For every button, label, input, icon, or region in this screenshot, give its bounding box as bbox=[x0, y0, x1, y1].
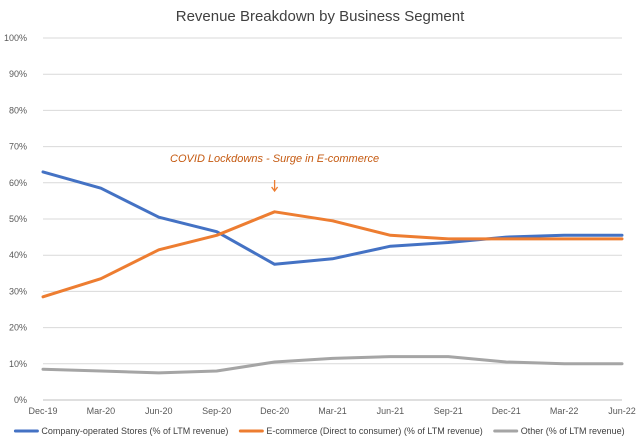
series-line-1 bbox=[41, 170, 624, 266]
y-tick-label: 60% bbox=[9, 178, 27, 188]
y-tick-label: 0% bbox=[14, 395, 27, 405]
chart-title: Revenue Breakdown by Business Segment bbox=[176, 8, 465, 25]
x-tick-label: Mar-21 bbox=[318, 406, 347, 416]
series-line-3 bbox=[41, 355, 624, 375]
y-tick-label: 40% bbox=[9, 250, 27, 260]
legend-label-3: Other (% of LTM revenue) bbox=[521, 426, 625, 436]
y-tick-label: 80% bbox=[9, 105, 27, 115]
gridlines bbox=[43, 37, 622, 401]
annotation-arrow-icon bbox=[271, 180, 279, 193]
x-tick-label: Jun-20 bbox=[145, 406, 173, 416]
x-tick-label: Mar-20 bbox=[87, 406, 116, 416]
y-tick-label: 70% bbox=[9, 142, 27, 152]
covid-annotation: COVID Lockdowns - Surge in E-commerce bbox=[170, 153, 379, 165]
annotation-group: COVID Lockdowns - Surge in E-commerce bbox=[170, 153, 379, 193]
x-tick-label: Dec-19 bbox=[28, 406, 57, 416]
x-tick-label: Dec-21 bbox=[492, 406, 521, 416]
x-tick-label: Jun-21 bbox=[377, 406, 405, 416]
x-tick-label: Sep-20 bbox=[202, 406, 231, 416]
y-tick-label: 50% bbox=[9, 214, 27, 224]
legend-label-1: Company-operated Stores (% of LTM revenu… bbox=[41, 426, 228, 436]
series-lines bbox=[41, 170, 624, 375]
x-tick-label: Jun-22 bbox=[608, 406, 636, 416]
x-tick-label: Mar-22 bbox=[550, 406, 579, 416]
series-line-2 bbox=[41, 210, 624, 299]
x-tick-label: Dec-20 bbox=[260, 406, 289, 416]
x-axis: Dec-19 Mar-20 Jun-20 Sep-20 Dec-20 Mar-21 Jun-… bbox=[28, 406, 635, 416]
y-tick-label: 90% bbox=[9, 69, 27, 79]
legend: Company-operated Stores (% of LTM revenu… bbox=[13, 426, 625, 436]
y-tick-label: 100% bbox=[4, 33, 27, 43]
x-tick-label: Sep-21 bbox=[434, 406, 463, 416]
y-tick-label: 20% bbox=[9, 323, 27, 333]
y-tick-label: 10% bbox=[9, 359, 27, 369]
y-tick-label: 30% bbox=[9, 286, 27, 296]
legend-label-2: E-commerce (Direct to consumer) (% of LT… bbox=[266, 426, 482, 436]
y-axis: 0% 10% 20% 30% 40% 50% 60% 70% 80% 90% 100% bbox=[4, 33, 27, 405]
